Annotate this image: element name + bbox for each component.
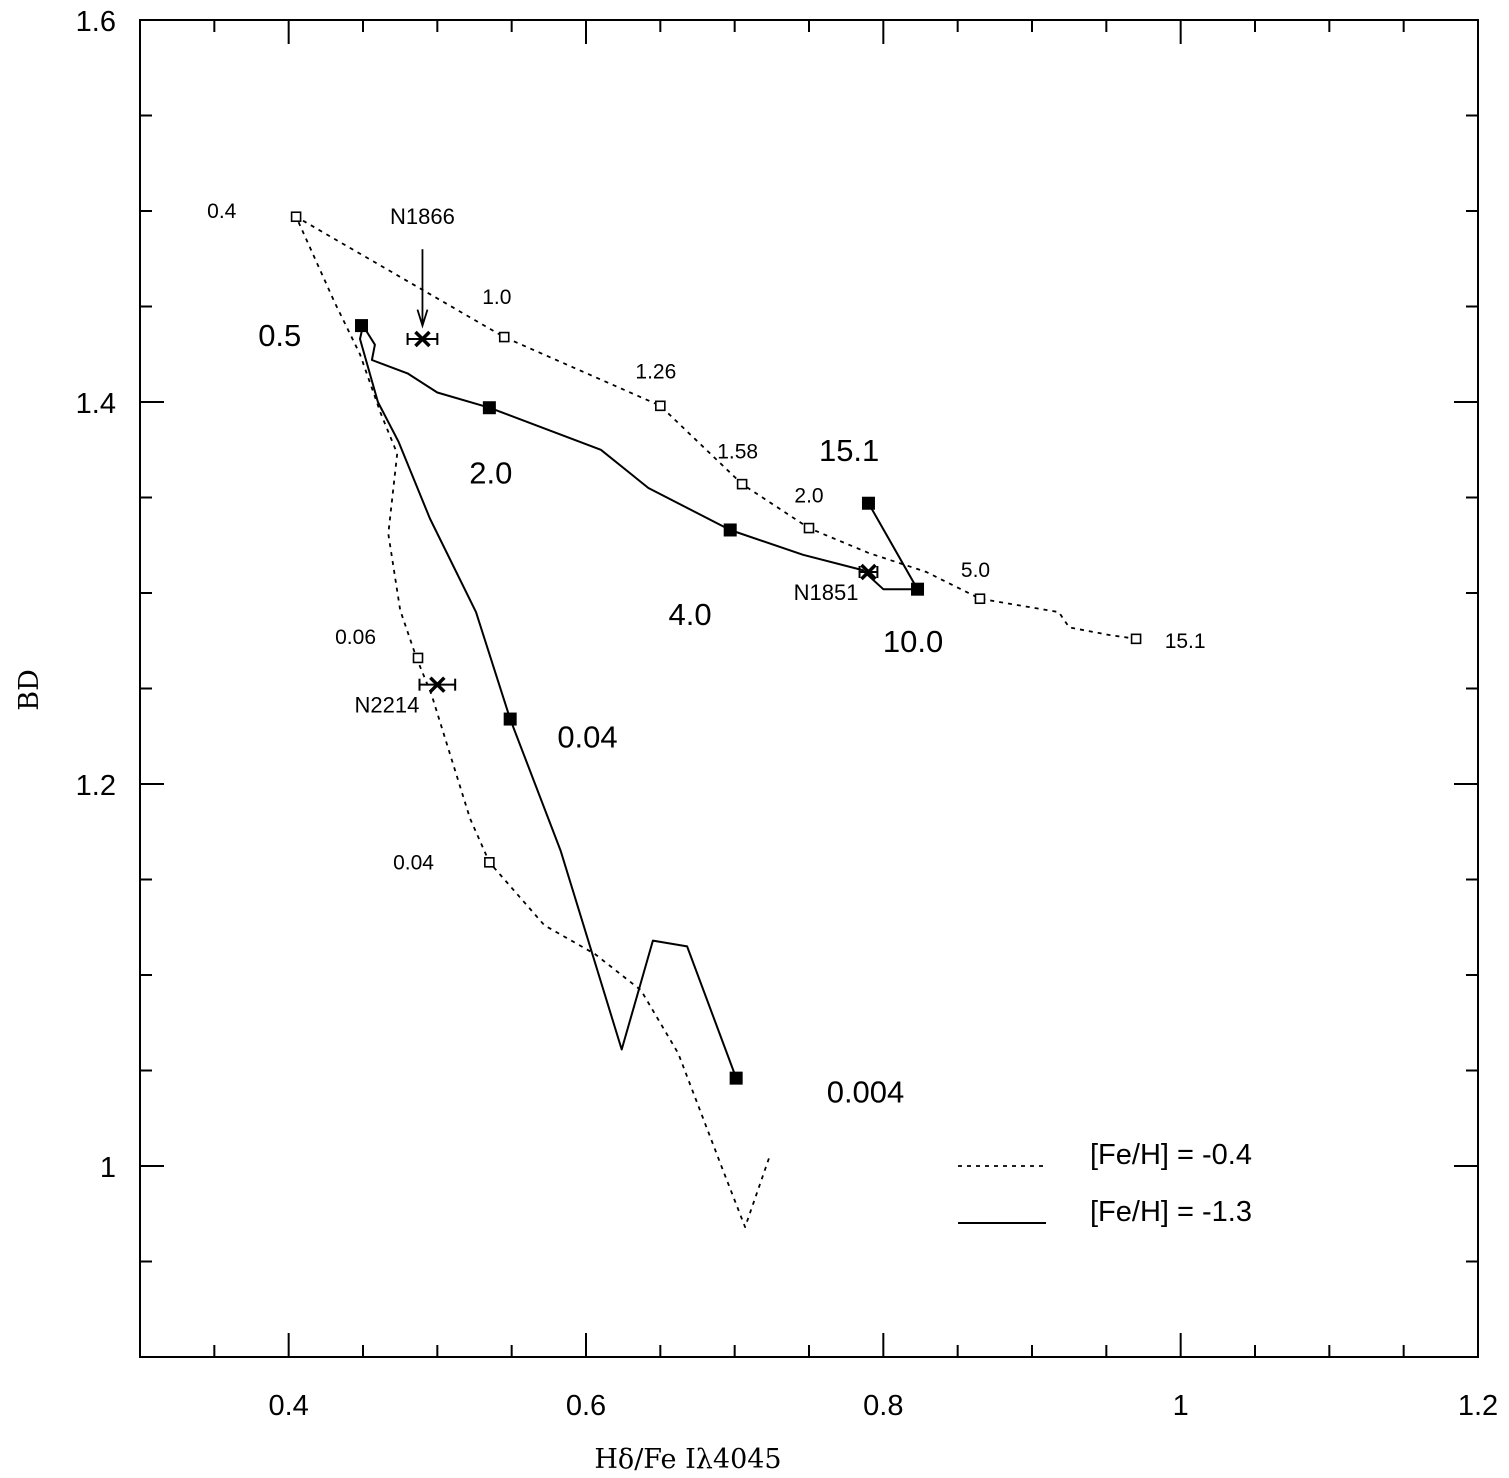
x-tick-label: 0.8	[863, 1390, 903, 1422]
filled-square-marker	[482, 401, 496, 415]
cluster-label: N2214	[354, 693, 419, 718]
y-tick-label: 1.6	[76, 6, 116, 38]
cluster-star-marker	[860, 563, 877, 581]
filled-square-marker	[729, 1071, 743, 1085]
x-tick-label: 0.4	[269, 1390, 309, 1422]
open-square-marker	[1130, 633, 1142, 645]
age-label-fe-1.3: 2.0	[469, 456, 512, 491]
open-square-marker	[803, 522, 815, 534]
age-label-fe-1.3: 4.0	[669, 597, 712, 632]
filled-square-marker	[911, 582, 925, 596]
x-tick-label: 1	[1173, 1390, 1189, 1422]
cluster-label: N1866	[390, 204, 455, 229]
legend-label: [Fe/H] = -0.4	[1090, 1139, 1252, 1171]
age-label-fe-1.3: 0.5	[258, 318, 301, 353]
age-label-fe-0.4: 0.06	[335, 626, 376, 649]
open-square-marker	[655, 400, 666, 412]
y-tick-label: 1.4	[76, 388, 116, 420]
open-square-marker	[290, 211, 302, 223]
cluster-label: N1851	[794, 580, 859, 605]
open-square-marker	[974, 593, 986, 605]
age-label-fe-0.4: 0.04	[393, 851, 434, 874]
x-axis-title: Hδ/Fe Iλ4045	[594, 1444, 781, 1475]
age-label-fe-0.4: 1.0	[482, 286, 511, 309]
cluster-star-marker	[414, 330, 431, 348]
age-label-fe-0.4: 2.0	[794, 485, 823, 508]
x-tick-label: 0.6	[566, 1390, 606, 1422]
age-label-fe-0.4: 5.0	[961, 559, 990, 582]
age-label-fe-1.3: 15.1	[819, 433, 879, 468]
age-label-fe-1.3: 10.0	[883, 624, 943, 659]
filled-square-marker	[723, 523, 737, 537]
filled-square-marker	[503, 712, 517, 726]
y-axis-title: BD	[14, 669, 45, 711]
filled-square-marker	[355, 319, 369, 333]
filled-square-marker	[861, 496, 875, 510]
series-line-fe-1.3	[359, 324, 919, 1079]
age-label-fe-1.3: 0.004	[827, 1075, 905, 1110]
age-label-fe-0.4: 0.4	[207, 200, 237, 223]
age-label-fe-0.4: 15.1	[1165, 630, 1206, 653]
open-square-marker	[484, 857, 495, 868]
x-tick-label: 1.2	[1458, 1390, 1498, 1422]
age-label-fe-1.3: 0.04	[557, 719, 617, 754]
y-tick-label: 1.2	[76, 770, 116, 802]
open-square-marker	[498, 331, 510, 343]
cluster-star-marker	[429, 676, 446, 693]
legend-label: [Fe/H] = -1.3	[1090, 1196, 1252, 1228]
series-line-fe-0.4	[295, 215, 1137, 1228]
open-square-marker	[736, 478, 748, 490]
open-square-marker	[412, 652, 424, 664]
age-label-fe-0.4: 1.26	[635, 360, 676, 383]
age-label-fe-0.4: 1.58	[717, 441, 758, 464]
y-tick-label: 1	[100, 1152, 116, 1184]
arrow-head	[416, 309, 429, 329]
